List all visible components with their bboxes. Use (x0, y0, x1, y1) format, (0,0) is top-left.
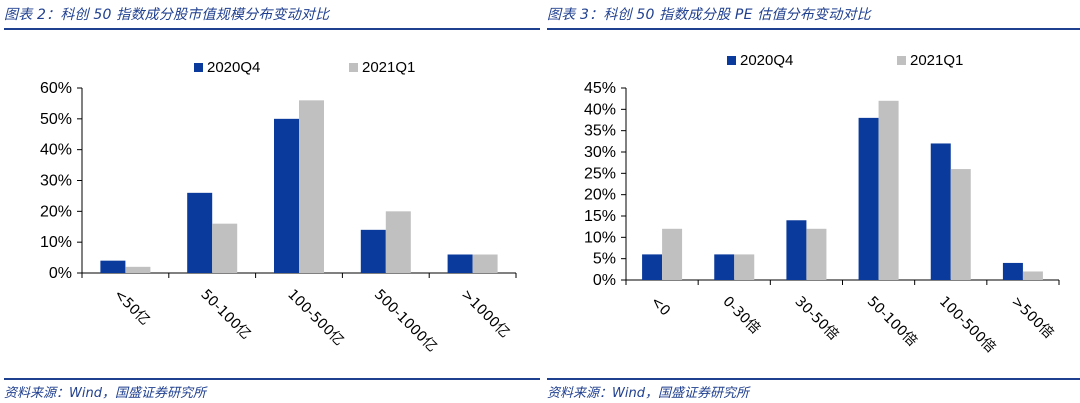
y-tick-label: 5% (593, 251, 616, 268)
bar-2021Q1-1 (734, 254, 755, 280)
bar-2021Q1-0 (662, 228, 683, 280)
bar-2021Q1-3 (878, 100, 899, 280)
y-tick-label: 20% (40, 203, 72, 220)
bar-2020Q4-3 (360, 229, 386, 273)
bar-2020Q4-4 (930, 143, 951, 280)
y-tick-label: 30% (40, 173, 72, 190)
y-tick-label: 0% (593, 272, 616, 289)
x-category-label: >1000亿 (458, 287, 513, 342)
y-tick-label: 30% (584, 144, 616, 161)
bar-2021Q1-1 (212, 223, 238, 273)
y-tick-label: 40% (584, 101, 616, 118)
bar-2020Q4-1 (714, 254, 735, 280)
right-chart-source: 资料来源：Wind，国盛证券研究所 (547, 386, 749, 401)
bar-2021Q1-0 (125, 266, 151, 273)
x-category-label: 500-1000亿 (371, 287, 440, 356)
x-category-label: <50亿 (111, 287, 153, 329)
x-category-label: 50-100亿 (197, 287, 253, 343)
right-chart-panel: 图表 3：科创 50 指数成分股 PE 估值分布变动对比 2020Q4 2021Q… (547, 0, 1080, 403)
x-category-label: >500倍 (1008, 294, 1056, 342)
right-chart-title: 图表 3：科创 50 指数成分股 PE 估值分布变动对比 (547, 7, 871, 23)
pe-valuation-bar-chart: 2020Q4 2021Q1 0% 5% 10% 15% 20% 25% 30% 35% 40% 45%… (584, 52, 1060, 357)
legend-label-2021Q1: 2021Q1 (362, 59, 415, 76)
y-tick-label: 10% (40, 234, 72, 251)
left-chart-title: 图表 2：科创 50 指数成分股市值规模分布变动对比 (4, 7, 330, 23)
y-tick-label: 0% (49, 265, 72, 282)
x-category-label: <0 (647, 294, 673, 320)
y-tick-label: 20% (584, 187, 616, 204)
y-tick-label: 15% (584, 208, 616, 225)
bar-2021Q1-5 (1022, 271, 1043, 280)
y-tick-label: 35% (584, 123, 616, 140)
bar-2021Q1-2 (299, 100, 324, 273)
left-title-rule (4, 28, 540, 30)
right-title-rule (547, 28, 1080, 30)
y-tick-label: 25% (584, 165, 616, 182)
y-tick-label: 45% (584, 80, 616, 97)
bar-2020Q4-5 (1002, 262, 1023, 280)
x-category-label: 50-100倍 (864, 294, 920, 350)
legend-swatch-2020Q4 (727, 56, 736, 65)
y-tick-label: 40% (40, 142, 72, 159)
right-source-rule (547, 378, 1080, 380)
bar-2020Q4-3 (858, 117, 879, 280)
x-category-label: 0-30倍 (719, 294, 763, 338)
legend-swatch-2020Q4 (194, 63, 203, 72)
y-tick-label: 10% (584, 229, 616, 246)
x-category-label: 100-500倍 (936, 294, 999, 357)
legend-label-2020Q4: 2020Q4 (207, 59, 260, 76)
bar-2021Q1-2 (806, 228, 827, 280)
bar-2020Q4-4 (447, 254, 473, 273)
x-category-label: 100-500亿 (284, 287, 347, 350)
bar-2021Q1-4 (472, 254, 498, 273)
bar-2020Q4-0 (100, 260, 126, 273)
legend-swatch-2021Q1 (897, 56, 906, 65)
bar-2020Q4-1 (187, 192, 213, 273)
market-cap-bar-chart: 2020Q4 2021Q1 0% 10% 20% 30% 40% 50% 60% <50亿 50-1… (40, 59, 517, 356)
legend-label-2020Q4: 2020Q4 (740, 52, 793, 69)
legend-swatch-2021Q1 (349, 63, 358, 72)
left-source-rule (4, 378, 540, 380)
bar-2020Q4-2 (786, 220, 807, 280)
y-tick-label: 50% (40, 111, 72, 128)
y-tick-label: 60% (40, 80, 72, 97)
left-chart-source: 资料来源：Wind，国盛证券研究所 (4, 386, 206, 401)
x-category-label: 30-50倍 (792, 294, 842, 344)
bar-2020Q4-2 (274, 118, 299, 273)
bar-2020Q4-0 (642, 254, 663, 280)
bar-2021Q1-4 (950, 169, 971, 280)
bar-2021Q1-3 (385, 211, 411, 273)
legend-label-2021Q1: 2021Q1 (910, 52, 963, 69)
left-chart-panel: 图表 2：科创 50 指数成分股市值规模分布变动对比 2020Q4 2021Q1 0… (4, 0, 540, 403)
